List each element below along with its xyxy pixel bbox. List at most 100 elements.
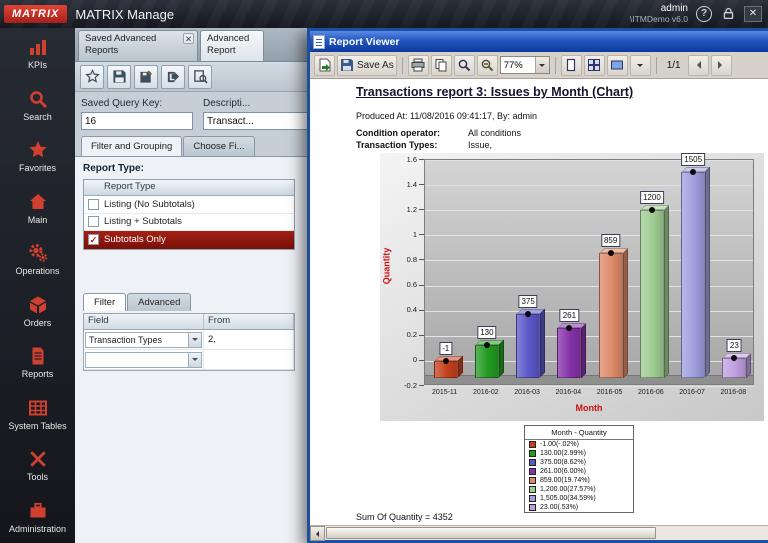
tools-icon xyxy=(28,449,48,469)
report-viewer-titlebar[interactable]: Report Viewer ✕ xyxy=(310,31,768,52)
from-column-header: From xyxy=(204,314,294,329)
sidebar-item-operations[interactable]: Operations xyxy=(0,234,75,286)
bar-2016-06 xyxy=(639,205,670,378)
report-type-option[interactable]: ✓ Subtotals Only xyxy=(84,231,294,249)
star-icon xyxy=(28,140,48,160)
sidebar-item-search[interactable]: Search xyxy=(0,80,75,132)
checkbox-unchecked-icon[interactable] xyxy=(88,216,99,228)
legend-swatch xyxy=(529,468,536,475)
from-value-cell[interactable]: 2, xyxy=(204,330,294,349)
scroll-left-icon[interactable] xyxy=(310,526,325,541)
zoom-icon[interactable] xyxy=(476,54,498,76)
chart-categories: 2015-11 2016-02 2016-03 2016-04 2016-05 2016-… xyxy=(424,389,754,401)
toolbar-separator xyxy=(401,56,403,74)
description-input[interactable] xyxy=(203,112,315,130)
export-report-button[interactable] xyxy=(314,54,335,76)
field-combo[interactable]: Transaction Types xyxy=(85,331,202,348)
bar-marker-dot xyxy=(607,250,614,257)
bar-2016-08 xyxy=(722,353,752,378)
bar-value-label: -1 xyxy=(439,341,453,355)
view-options-dropdown[interactable] xyxy=(629,54,651,76)
filter-tab-bar: Filter Advanced xyxy=(83,293,192,311)
sidebar-item-tools[interactable]: Tools xyxy=(0,440,75,492)
bar-marker-dot xyxy=(525,310,532,317)
sidebar-item-favorites[interactable]: Favorites xyxy=(0,131,75,183)
zoom-select[interactable] xyxy=(499,56,550,74)
save-as-button[interactable]: Save As xyxy=(337,54,397,76)
y-tick-label: 0.8 xyxy=(406,254,417,264)
export-button[interactable] xyxy=(161,64,185,89)
report-type-option[interactable]: Listing + Subtotals xyxy=(84,214,294,231)
filter-grid-body: Transaction Types 2, xyxy=(84,330,294,370)
page-width-view-icon[interactable] xyxy=(606,54,628,76)
prev-page-icon[interactable] xyxy=(687,54,709,76)
y-tick-label: 0.2 xyxy=(406,330,417,340)
app-close-button[interactable]: ✕ xyxy=(744,5,762,22)
chart-legend: Month - Quantity -1.00(-.02%) 130.00(2.99… xyxy=(524,425,634,513)
sidebar-item-system-tables[interactable]: System Tables xyxy=(0,389,75,441)
tab-close-icon[interactable]: ✕ xyxy=(183,33,194,44)
gears-icon xyxy=(28,243,48,263)
report-page: Transactions report 3: Issues by Month (… xyxy=(310,79,768,525)
next-page-icon[interactable] xyxy=(710,54,732,76)
chevron-down-icon[interactable] xyxy=(188,332,201,347)
multi-page-view-icon[interactable] xyxy=(583,54,605,76)
legend-item: 1,200.00(27.57%) xyxy=(525,485,633,494)
y-tick-label: 1.4 xyxy=(406,179,417,189)
tab-filter[interactable]: Filter xyxy=(83,293,127,311)
x-category-label: 2016-05 xyxy=(596,389,623,396)
x-axis-title: Month xyxy=(575,403,603,413)
x-category-label: 2016-03 xyxy=(514,389,540,396)
chevron-down-icon[interactable] xyxy=(188,352,201,367)
sidebar-item-kpis[interactable]: KPIs xyxy=(0,28,75,80)
horizontal-scroll-thumb[interactable] xyxy=(326,527,656,539)
table-grid-icon xyxy=(28,398,48,418)
chart-yaxis: 1.6 1.4 1.2 1 0.8 0.6 0.4 0.2 0 -0.2 xyxy=(386,155,424,390)
save-button[interactable] xyxy=(107,64,131,89)
filter-row: Transaction Types 2, xyxy=(84,330,294,350)
document-icon xyxy=(28,346,48,366)
help-icon[interactable]: ? xyxy=(696,5,712,22)
tab-choose-fields[interactable]: Choose Fi... xyxy=(183,136,255,156)
environment-label: \ITMDemo v6.0 xyxy=(629,13,688,24)
save-as-button[interactable] xyxy=(134,64,158,89)
sidebar-item-reports[interactable]: Reports xyxy=(0,337,75,389)
favorite-star-button[interactable] xyxy=(80,64,104,89)
lock-icon[interactable] xyxy=(720,6,736,22)
tab-advanced[interactable]: Advanced xyxy=(127,293,192,311)
legend-item: 859.00(19.74%) xyxy=(525,476,633,485)
matrix-logo: MATRIX xyxy=(4,5,68,23)
zoom-value-input[interactable] xyxy=(500,59,535,71)
saved-query-key-label: Saved Query Key: xyxy=(81,98,163,109)
saved-query-key-input[interactable] xyxy=(81,112,193,130)
sidebar-item-main[interactable]: Main xyxy=(0,183,75,235)
single-page-view-icon[interactable] xyxy=(560,54,582,76)
print-icon[interactable] xyxy=(407,54,429,76)
checkbox-unchecked-icon[interactable] xyxy=(88,198,99,210)
y-tick-label: 0 xyxy=(412,355,417,365)
field-combo[interactable] xyxy=(85,351,202,368)
tab-saved-advanced-reports[interactable]: Saved Advanced Reports ✕ xyxy=(78,30,198,61)
horizontal-scrollbar[interactable] xyxy=(310,525,768,541)
bar-value-label: 859 xyxy=(600,234,621,248)
bar-value-label: 261 xyxy=(559,309,580,323)
legend-item: 1,505.00(34.59%) xyxy=(525,494,633,503)
chevron-down-icon[interactable] xyxy=(534,57,549,73)
copy-icon[interactable] xyxy=(430,54,452,76)
sidebar-item-orders[interactable]: Orders xyxy=(0,286,75,338)
checkbox-checked-icon[interactable]: ✓ xyxy=(88,233,99,245)
bar-value-label: 1200 xyxy=(639,191,664,205)
tab-filter-and-grouping[interactable]: Filter and Grouping xyxy=(81,136,183,156)
from-value-cell[interactable] xyxy=(204,350,294,369)
report-type-option[interactable]: Listing (No Subtotals) xyxy=(84,196,294,214)
report-viewer-window: Report Viewer ✕ Save As xyxy=(307,28,768,543)
legend-rows: -1.00(-.02%) 130.00(2.99%) 375.00(8.62%) 26… xyxy=(525,440,633,512)
sidebar-item-administration[interactable]: Administration xyxy=(0,492,75,543)
report-produced-line: Produced At: 11/08/2016 09:41:17, By: ad… xyxy=(356,111,537,121)
print-preview-button[interactable] xyxy=(188,64,212,89)
legend-swatch xyxy=(529,477,536,484)
find-icon[interactable] xyxy=(453,54,475,76)
tab-advanced-report[interactable]: Advanced Report xyxy=(200,30,264,61)
x-category-label: 2016-02 xyxy=(473,389,499,396)
